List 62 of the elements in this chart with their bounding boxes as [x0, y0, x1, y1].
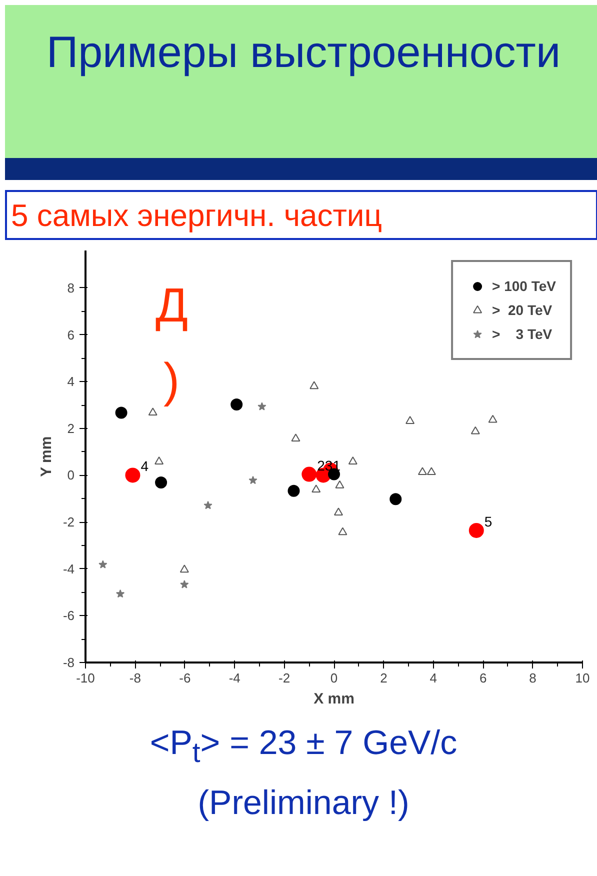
x-tick-label: -2 — [278, 670, 290, 686]
x-tick-label: 6 — [479, 670, 487, 686]
text: <P$_{t}$> = 23 ± 7 GeV/c — [150, 724, 458, 769]
point — [204, 500, 212, 510]
x-axis-title: X mm — [314, 690, 354, 708]
point — [310, 381, 319, 390]
point — [248, 476, 258, 484]
point — [148, 408, 158, 416]
x-tick-label: 10 — [575, 670, 590, 686]
y-tick-label: -2 — [62, 514, 75, 530]
annotation: 5 — [484, 513, 492, 530]
legend-label: > 100 TeV — [492, 278, 556, 294]
y-tick-label: 8 — [67, 280, 75, 296]
point — [154, 456, 164, 464]
point — [115, 406, 128, 419]
point — [334, 508, 343, 516]
y-axis-title: Y mm — [38, 436, 55, 477]
x-tick-label: -6 — [179, 670, 191, 686]
point — [335, 480, 344, 488]
point — [258, 402, 266, 410]
point — [291, 434, 300, 442]
point — [470, 426, 480, 434]
annotation: Д — [156, 280, 188, 332]
point — [302, 466, 317, 482]
chart-title: Примеры выстроенности — [46, 27, 561, 79]
point — [348, 456, 358, 464]
point — [390, 493, 402, 506]
point — [180, 564, 189, 573]
legend-label: > 3 TeV — [492, 326, 552, 342]
point — [488, 414, 498, 423]
y-tick-label: -8 — [62, 655, 75, 670]
y-tick-label: 2 — [67, 420, 75, 436]
annotation: ) — [164, 354, 180, 408]
x-tick-label: 2 — [380, 670, 388, 686]
point — [418, 467, 427, 475]
point — [230, 398, 243, 411]
point — [125, 468, 140, 483]
y-tick-label: 6 — [67, 327, 75, 342]
text: (Preliminary !) — [198, 784, 410, 822]
y-tick-label: -4 — [62, 561, 75, 576]
x-tick-label: 0 — [330, 670, 338, 686]
point — [338, 527, 348, 536]
point — [98, 560, 108, 568]
legend-label: > 20 TeV — [492, 302, 552, 318]
y-tick-label: 0 — [67, 468, 75, 483]
x-tick-label: -8 — [129, 670, 141, 686]
point — [406, 416, 415, 424]
point — [116, 589, 125, 598]
x-tick-label: 8 — [529, 670, 536, 686]
point — [312, 484, 321, 493]
point — [155, 476, 168, 488]
point — [468, 522, 484, 538]
y-tick-label: -6 — [62, 608, 75, 624]
x-tick-label: -10 — [76, 670, 95, 686]
chart-subtitle: 5 самых энергичн. частиц — [11, 197, 382, 235]
x-tick-label: 4 — [430, 670, 438, 686]
x-tick-label: -4 — [228, 670, 240, 686]
point — [288, 484, 300, 497]
point — [180, 580, 189, 588]
annotation: 4 — [140, 458, 149, 474]
point — [426, 467, 436, 475]
y-tick-label: 4 — [67, 374, 75, 390]
